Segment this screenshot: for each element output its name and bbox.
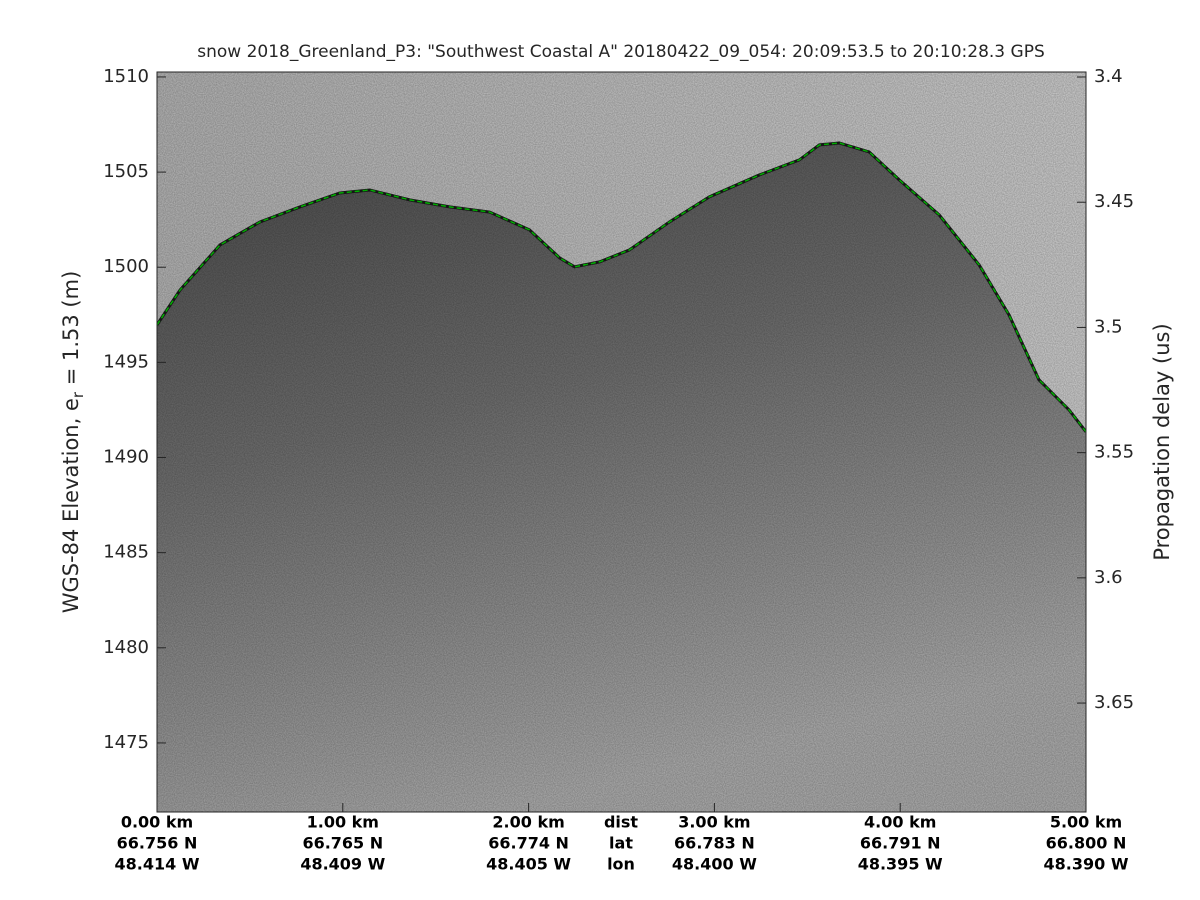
x-tick-label: 2.00 km <box>492 813 564 832</box>
x-tick-lon: 48.405 W <box>486 855 571 874</box>
x-tick-lat: 66.800 N <box>1046 834 1127 853</box>
y2-tick-label: 3.4 <box>1094 66 1123 87</box>
y-label-sub: r <box>69 391 87 398</box>
x-tick-label: 5.00 km <box>1050 813 1122 832</box>
x-tick-label: 0.00 km <box>121 813 193 832</box>
x-tick-lat: 66.774 N <box>488 834 569 853</box>
y2-tick-label: 3.45 <box>1094 191 1134 212</box>
y-tick-label: 1475 <box>103 732 149 753</box>
y-tick-label: 1485 <box>103 542 149 563</box>
x-tick-lon: 48.409 W <box>300 855 385 874</box>
axes-box <box>156 71 1087 813</box>
y-axis-label: WGS-84 Elevation, er = 1.53 (m) <box>59 271 87 614</box>
x-tick-label: 3.00 km <box>678 813 750 832</box>
noise-overlay <box>157 72 1086 812</box>
y-label-rest: = 1.53 (m) <box>59 271 83 392</box>
x-tick-lon: 48.390 W <box>1044 855 1129 874</box>
y2-tick-label: 3.65 <box>1094 692 1134 713</box>
x-tick-lat: 66.783 N <box>674 834 755 853</box>
chart-title: snow 2018_Greenland_P3: "Southwest Coast… <box>197 42 1045 62</box>
x-tick-label: 1.00 km <box>307 813 379 832</box>
x-tick-lat: 66.791 N <box>860 834 941 853</box>
y2-axis-label: Propagation delay (us) <box>1150 323 1174 560</box>
y2-tick-label: 3.6 <box>1094 567 1123 588</box>
y-tick-label: 1500 <box>103 256 149 277</box>
y2-tick-label: 3.55 <box>1094 442 1134 463</box>
x-tick-lat: 66.765 N <box>302 834 383 853</box>
x-row-name: lat <box>609 834 633 853</box>
x-row-name: lon <box>607 855 635 874</box>
y-tick-label: 1490 <box>103 447 149 468</box>
y-tick-label: 1505 <box>103 161 149 182</box>
x-tick-lon: 48.414 W <box>115 855 200 874</box>
x-tick-lon: 48.395 W <box>858 855 943 874</box>
y-tick-label: 1510 <box>103 66 149 87</box>
y2-tick-label: 3.5 <box>1094 316 1123 337</box>
y-tick-label: 1480 <box>103 637 149 658</box>
y-tick-label: 1495 <box>103 351 149 372</box>
x-tick-lat: 66.756 N <box>117 834 198 853</box>
x-tick-lon: 48.400 W <box>672 855 757 874</box>
y-label-main: WGS-84 Elevation, e <box>59 398 83 613</box>
x-row-name: dist <box>604 813 638 832</box>
x-tick-label: 4.00 km <box>864 813 936 832</box>
